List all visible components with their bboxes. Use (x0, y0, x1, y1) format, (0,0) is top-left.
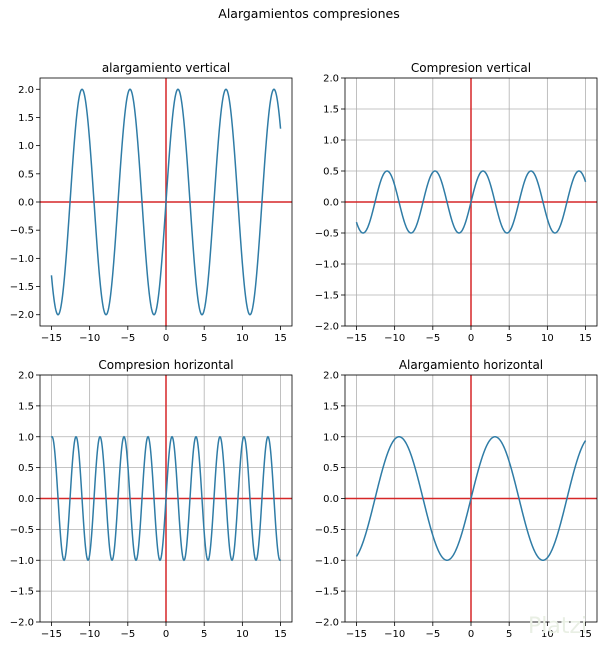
y-tick-label: −1.5 (10, 587, 34, 598)
y-tick-label: 0.5 (18, 169, 34, 180)
y-tick-label: −1.5 (10, 282, 34, 293)
y-tick-label: −0.5 (10, 525, 34, 536)
x-tick-label: −10 (79, 629, 100, 640)
y-tick-label: −1.5 (315, 291, 339, 302)
subplot-title: Compresion vertical (411, 61, 531, 75)
y-tick-label: −1.0 (10, 254, 34, 265)
x-tick-label: −5 (120, 629, 135, 640)
y-tick-label: 1.5 (323, 105, 339, 116)
y-tick-label: 1.0 (18, 432, 34, 443)
y-tick-label: 2.0 (18, 371, 34, 382)
y-tick-label: −2.0 (315, 322, 339, 333)
y-tick-label: 0.0 (18, 198, 34, 209)
x-tick-label: −15 (346, 629, 367, 640)
x-tick-label: 10 (236, 629, 249, 640)
y-tick-label: −1.0 (315, 260, 339, 271)
y-tick-label: 1.0 (18, 141, 34, 152)
subplot-2: −15 −10 −5 0 5 10 15 −2.0 −1.5 −1.0 −0.5 0.0 0.5 1.0 1… (315, 61, 598, 344)
x-tick-label: 0 (163, 629, 169, 640)
series-line (355, 435, 587, 562)
x-tick-label: 15 (579, 333, 592, 344)
y-tick-label: 0.5 (18, 463, 34, 474)
subplot-title: Compresion horizontal (98, 358, 233, 372)
y-tick-label: −0.5 (315, 229, 339, 240)
x-tick-label: −5 (425, 333, 440, 344)
y-tick-label: −2.0 (315, 618, 339, 629)
x-tick-label: 5 (506, 629, 512, 640)
y-tick-label: 0.0 (18, 494, 34, 505)
x-tick-label: 5 (506, 333, 512, 344)
y-tick-label: 2.0 (323, 371, 339, 382)
y-tick-label: −1.5 (315, 587, 339, 598)
x-tick-label: 10 (236, 333, 249, 344)
y-tick-label: 0.0 (323, 494, 339, 505)
x-tick-label: −10 (384, 333, 405, 344)
y-tick-label: 0.5 (323, 463, 339, 474)
x-tick-label: −5 (425, 629, 440, 640)
y-tick-label: −2.0 (10, 310, 34, 321)
x-tick-label: 15 (579, 629, 592, 640)
y-tick-label: 1.5 (323, 401, 339, 412)
y-tick-label: −2.0 (10, 618, 34, 629)
y-tick-label: 1.5 (18, 401, 34, 412)
y-tick-label: −1.0 (10, 556, 34, 567)
x-tick-label: 0 (163, 333, 169, 344)
x-tick-label: −15 (346, 333, 367, 344)
series-line (50, 435, 282, 562)
y-tick-label: 0.5 (323, 167, 339, 178)
x-tick-label: −10 (79, 333, 100, 344)
figure-suptitle: Alargamientos compresiones (218, 6, 399, 21)
y-tick-label: 2.0 (323, 74, 339, 85)
x-tick-label: 10 (541, 333, 554, 344)
x-tick-label: 0 (468, 629, 474, 640)
x-tick-label: 15 (274, 333, 287, 344)
y-tick-label: −0.5 (315, 525, 339, 536)
x-tick-label: 10 (541, 629, 554, 640)
series-line (50, 88, 282, 316)
platzi-watermark: Platzi (528, 614, 587, 639)
subplot-title: alargamiento vertical (102, 61, 230, 75)
y-tick-label: −0.5 (10, 226, 34, 237)
y-tick-label: −1.0 (315, 556, 339, 567)
y-tick-label: 2.0 (18, 85, 34, 96)
subplot-1: −15 −10 −5 0 5 10 15 −2.0 −1.5 −1.0 −0.5 0.0 0.5 1.0 1… (10, 61, 293, 344)
x-tick-label: 5 (201, 333, 207, 344)
x-tick-label: −15 (41, 629, 62, 640)
y-tick-label: 1.0 (323, 136, 339, 147)
x-tick-label: −5 (120, 333, 135, 344)
y-tick-label: 1.5 (18, 113, 34, 124)
subplot-4: −15 −10 −5 0 5 10 15 −2.0 −1.5 −1.0 −0.5 0.0 0.5 1.0 1… (315, 358, 598, 640)
x-tick-label: −10 (384, 629, 405, 640)
x-tick-label: 15 (274, 629, 287, 640)
y-tick-label: 1.0 (323, 432, 339, 443)
x-tick-label: 5 (201, 629, 207, 640)
subplot-title: Alargamiento horizontal (399, 358, 543, 372)
subplots-container: −15 −10 −5 0 5 10 15 −2.0 −1.5 −1.0 −0.5 0.0 0.5 1.0 1… (10, 61, 598, 640)
series-line (355, 170, 587, 234)
x-tick-label: −15 (41, 333, 62, 344)
x-tick-label: 0 (468, 333, 474, 344)
subplot-3: −15 −10 −5 0 5 10 15 −2.0 −1.5 −1.0 −0.5 0.0 0.5 1.0 1… (10, 358, 293, 640)
y-tick-label: 0.0 (323, 198, 339, 209)
